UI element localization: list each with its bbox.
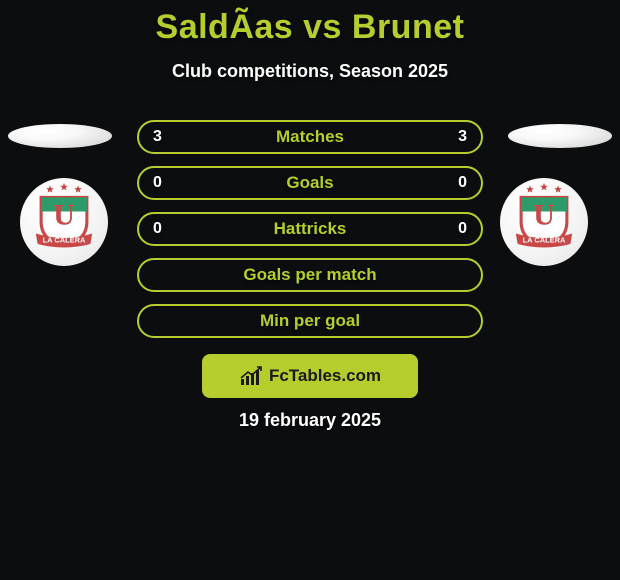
stat-label: Goals [286,173,333,193]
svg-text:U: U [533,199,555,232]
page-title: SaldÃ­as vs Brunet [0,0,620,47]
stat-label: Hattricks [274,219,347,239]
club-left-badge: U LA CALERA [20,178,108,266]
stats-panel: Matches 3 3 Goals 0 0 Hattricks 0 0 Goals per mat… [137,120,483,338]
bar-chart-icon [239,366,263,386]
player-left-photo-placeholder [8,124,112,148]
stat-right-value: 3 [458,128,467,146]
stat-row: Goals 0 0 [137,166,483,200]
svg-text:LA CALERA: LA CALERA [523,236,566,245]
infographic-root: SaldÃ­as vs Brunet Club competitions, Se… [0,0,620,580]
svg-text:LA CALERA: LA CALERA [43,236,86,245]
player-right-photo-placeholder [508,124,612,148]
watermark-text: FcTables.com [269,366,381,386]
stat-left-value: 0 [153,220,162,238]
stat-right-value: 0 [458,220,467,238]
stat-row: Hattricks 0 0 [137,212,483,246]
stat-label: Matches [276,127,344,147]
stat-right-value: 0 [458,174,467,192]
svg-text:U: U [53,199,75,232]
date-line: 19 february 2025 [239,410,381,431]
stat-label: Goals per match [243,265,376,285]
stat-left-value: 3 [153,128,162,146]
stat-left-value: 0 [153,174,162,192]
stat-label: Min per goal [260,311,360,331]
stat-row: Goals per match [137,258,483,292]
stat-row: Matches 3 3 [137,120,483,154]
watermark: FcTables.com [202,354,418,398]
club-right-badge: U LA CALERA [500,178,588,266]
stat-row: Min per goal [137,304,483,338]
subtitle: Club competitions, Season 2025 [0,61,620,82]
